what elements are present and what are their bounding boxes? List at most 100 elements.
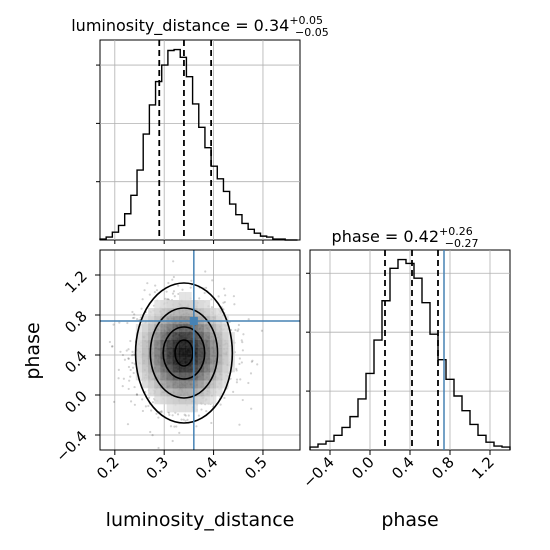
density-cell xyxy=(160,364,167,373)
scatter-point xyxy=(187,414,190,417)
density-cell xyxy=(216,380,223,389)
scatter-point xyxy=(166,297,170,301)
scatter-point xyxy=(128,379,131,382)
density-cell xyxy=(197,300,205,309)
scatter-point xyxy=(184,414,187,417)
density-cell xyxy=(179,404,186,413)
scatter-point xyxy=(117,377,120,380)
scatter-point xyxy=(149,430,152,434)
phase-histogram-panel: −0.4 0.0 0.4 0.8 1.2 xyxy=(299,249,511,492)
density-cell xyxy=(166,340,174,349)
scatter-point xyxy=(249,372,253,375)
density-cell xyxy=(166,364,174,373)
scatter-point xyxy=(132,371,135,375)
density-cell xyxy=(172,340,180,349)
x-axis-label-phase: phase xyxy=(381,509,438,531)
density-cell xyxy=(222,332,229,341)
density-cell xyxy=(197,348,205,357)
contour-line xyxy=(134,282,234,424)
density-cell xyxy=(203,308,211,317)
scatter-point xyxy=(121,353,125,357)
scatter-point xyxy=(151,434,154,437)
scatter-point xyxy=(141,409,145,413)
density-cell xyxy=(209,316,217,325)
density-cell xyxy=(209,308,217,317)
scatter-point xyxy=(236,329,239,333)
scatter-point xyxy=(119,350,122,353)
density-cell xyxy=(141,340,149,349)
density-cell xyxy=(154,332,161,341)
scatter-point xyxy=(223,396,226,400)
scatter-point xyxy=(117,368,120,372)
scatter-point xyxy=(141,298,144,301)
density-cell xyxy=(185,396,192,405)
density-cell xyxy=(203,396,211,405)
density-cell xyxy=(197,324,205,333)
density-cell xyxy=(166,396,174,405)
scatter-point xyxy=(111,345,114,348)
scatter-point xyxy=(232,295,235,298)
histogram-step-line xyxy=(99,48,298,241)
density-cell xyxy=(185,340,192,349)
scatter-point xyxy=(112,400,116,403)
density-cell xyxy=(191,388,198,397)
scatter-point xyxy=(135,393,139,396)
density-cell xyxy=(222,316,229,325)
x-axis-label-luminosity-distance: luminosity_distance xyxy=(106,509,295,531)
density-cell xyxy=(197,316,205,325)
tick-label-y: 0.4 xyxy=(61,347,91,377)
scatter-point xyxy=(235,378,239,381)
density-cell xyxy=(203,372,211,381)
density-cell xyxy=(179,316,186,325)
scatter-point xyxy=(132,353,135,356)
scatter-point xyxy=(136,318,139,321)
density-cell xyxy=(179,380,186,389)
scatter-point xyxy=(127,348,130,351)
scatter-point xyxy=(108,340,112,344)
density-cell xyxy=(209,324,217,333)
scatter-point xyxy=(217,295,220,298)
scatter-point xyxy=(153,291,157,294)
tick-label-x: 0.0 xyxy=(348,453,378,483)
density-cell xyxy=(191,380,198,389)
density-cell xyxy=(166,324,174,333)
density-cell xyxy=(172,372,180,381)
density-cell xyxy=(197,380,205,389)
density-cell xyxy=(185,300,192,309)
density-cell xyxy=(179,324,186,333)
scatter-point xyxy=(130,354,134,357)
density-cell xyxy=(166,316,174,325)
density-cell xyxy=(148,388,155,397)
scatter-point xyxy=(183,413,186,416)
scatter-point xyxy=(189,286,192,289)
panel-frame xyxy=(99,39,301,241)
scatter-point xyxy=(90,347,92,349)
density-cell xyxy=(191,396,198,405)
scatter-point xyxy=(143,289,146,292)
scatter-point xyxy=(240,339,243,342)
scatter-point xyxy=(127,365,131,369)
scatter-point xyxy=(219,403,222,406)
scatter-point xyxy=(251,359,254,362)
scatter-point xyxy=(205,409,208,413)
density-cell xyxy=(154,340,161,349)
density-cell xyxy=(179,332,186,341)
density-cell xyxy=(154,380,161,389)
density-cell xyxy=(222,372,229,381)
scatter-point xyxy=(135,393,138,396)
density-cell xyxy=(216,308,223,317)
scatter-point xyxy=(125,349,128,352)
scatter-point xyxy=(173,425,176,428)
tick-label-x: −0.4 xyxy=(299,453,337,491)
scatter-point xyxy=(129,339,132,343)
scatter-point xyxy=(171,414,174,417)
tick-label-y: 0.0 xyxy=(61,387,91,417)
density-cell xyxy=(160,300,167,309)
density-cell xyxy=(216,324,223,333)
density-cell xyxy=(154,300,161,309)
tick-label-x: 0.4 xyxy=(388,453,418,483)
density-cell xyxy=(166,404,174,413)
density-cell xyxy=(185,404,192,413)
scatter-point xyxy=(172,260,175,263)
scatter-point xyxy=(126,321,129,325)
